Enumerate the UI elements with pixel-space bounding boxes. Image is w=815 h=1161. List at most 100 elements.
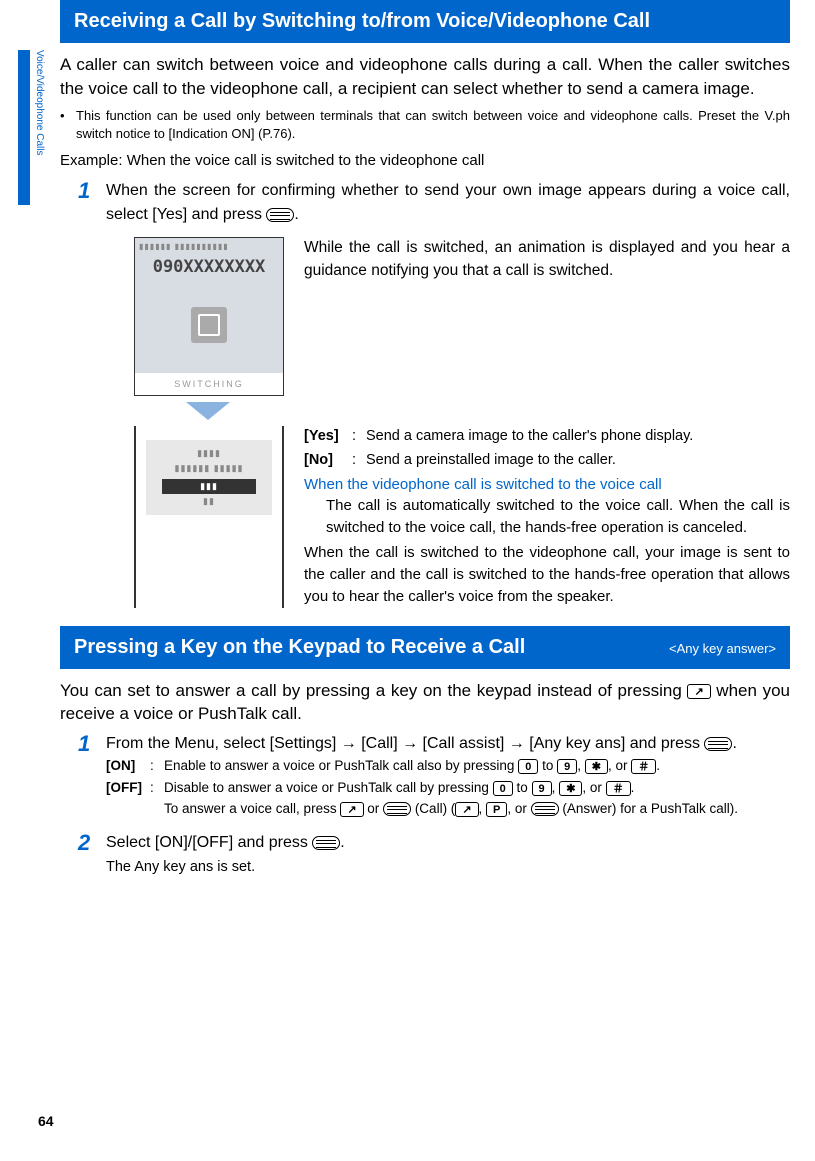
mock-dialog-screen: ▮▮▮▮ ▮▮▮▮▮▮ ▮▮▮▮▮ ▮▮▮ ▮▮ [134,426,284,607]
mock-inner: ▮▮▮▮▮▮ ▮▮▮▮▮▮▮▮▮▮ 090XXXXXXXX [135,238,283,373]
off-d9: , [479,801,487,816]
section2-intro: You can set to answer a call by pressing… [60,679,790,727]
section1-step1: 1 When the screen for confirming whether… [78,179,790,607]
key-9-icon-b: 9 [532,781,552,796]
def-on: [ON] : Enable to answer a voice or PushT… [106,756,790,776]
off-d7: or [364,801,384,816]
s2-step1-text: From the Menu, select [Settings] → [Call… [106,735,704,752]
colon-3: : [150,756,164,776]
menu-key-icon-4 [531,802,559,816]
key-star-icon: ✱ [585,759,608,774]
switching-icon [191,307,227,343]
section2-step2: 2 Select [ON]/[OFF] and press . The Any … [78,831,790,875]
mock-phone-number: 090XXXXXXXX [139,257,279,277]
side-tab: Voice/Videophone Calls [18,50,45,205]
s2-step1-body: From the Menu, select [Settings] → [Call… [106,732,790,821]
dialog-inner: ▮▮▮▮ ▮▮▮▮▮▮ ▮▮▮▮▮ ▮▮▮ ▮▮ [146,440,272,515]
on-d5: . [656,758,660,773]
off-d10: , or [507,801,530,816]
s2-step2-text: Select [ON]/[OFF] and press [106,834,312,851]
step-number-1: 1 [78,179,106,607]
step1-body: When the screen for confirming whether t… [106,179,790,607]
heading-text-1: Receiving a Call by Switching to/from Vo… [74,10,650,33]
menu-key-icon [266,208,294,222]
colon-2: : [352,450,366,472]
off-d2: to [513,780,532,795]
off-d1: Disable to answer a voice or PushTalk ca… [164,780,493,795]
mock-phone-screen: ▮▮▮▮▮▮ ▮▮▮▮▮▮▮▮▮▮ 090XXXXXXXX SWITCHING [134,237,284,396]
dialog-line-3: ▮▮▮ [162,479,256,494]
def-off-desc: Disable to answer a voice or PushTalk ca… [164,778,738,819]
def-yes-label: [Yes] [304,426,352,448]
def-no: [No] : Send a preinstalled image to the … [304,450,790,472]
call-key-icon-c: ↗ [455,802,478,817]
section1-bullet: • This function can be used only between… [60,107,790,145]
heading-tag: <Any key answer> [669,641,776,656]
down-arrow-icon [186,402,230,420]
s2-step2-instruction: Select [ON]/[OFF] and press . [106,831,790,855]
step1-text-before: When the screen for confirming whether t… [106,182,790,223]
dialog-caption-block: [Yes] : Send a camera image to the calle… [304,426,790,607]
dialog-line-4: ▮▮ [152,494,266,509]
key-0-icon-b: 0 [493,781,513,796]
call-key-icon-b: ↗ [340,802,363,817]
on-d3: , [577,758,585,773]
on-d4: , or [608,758,631,773]
menu-key-icon-5 [312,836,340,850]
mock-switching-label: SWITCHING [135,373,283,395]
example-line: Example: When the voice call is switched… [60,152,790,169]
s2-intro-1: You can set to answer a call by pressing… [60,681,687,700]
ptt-key-icon: P [486,802,507,817]
def-on-desc: Enable to answer a voice or PushTalk cal… [164,756,660,776]
bullet-dot: • [60,107,76,145]
off-d5: . [631,780,635,795]
sub-text: The call is automatically switched to th… [326,495,790,539]
def-yes: [Yes] : Send a camera image to the calle… [304,426,790,448]
step1-instruction: When the screen for confirming whether t… [106,179,790,227]
key-star-icon-b: ✱ [559,781,582,796]
step1-text-after: . [294,206,298,223]
def-off-label: [OFF] [106,778,150,819]
phone-illustration-1: ▮▮▮▮▮▮ ▮▮▮▮▮▮▮▮▮▮ 090XXXXXXXX SWITCHING … [134,237,790,396]
sub-heading-blue: When the videophone call is switched to … [304,476,790,493]
heading-text-2: Pressing a Key on the Keypad to Receive … [74,636,525,659]
s2-step2-result: The Any key ans is set. [106,859,790,875]
key-hash-icon: ＃ [631,759,656,774]
key-hash-icon-b: ＃ [606,781,631,796]
key-9-icon: 9 [557,759,577,774]
main-content: Receiving a Call by Switching to/from Vo… [60,0,790,875]
off-d11: (Answer) for a PushTalk call). [559,801,738,816]
bullet-text: This function can be used only between t… [76,107,790,145]
s2-step2-body: Select [ON]/[OFF] and press . The Any ke… [106,831,790,875]
phone-illustration-2: ▮▮▮▮ ▮▮▮▮▮▮ ▮▮▮▮▮ ▮▮▮ ▮▮ [Yes] : Send a … [134,426,790,607]
off-d4: , or [582,780,605,795]
illustration-caption-1: While the call is switched, an animation… [304,237,790,396]
section-heading-2: Pressing a Key on the Keypad to Receive … [60,626,790,669]
colon-1: : [352,426,366,448]
page-number: 64 [38,1113,54,1129]
mock-statusbar: ▮▮▮▮▮▮ ▮▮▮▮▮▮▮▮▮▮ [139,242,279,251]
off-d6: To answer a voice call, press [164,801,340,816]
dialog-line-1: ▮▮▮▮ [152,446,266,461]
menu-key-icon-3 [383,802,411,816]
s2-step-number-1: 1 [78,732,106,821]
s2-step1-instruction: From the Menu, select [Settings] → [Call… [106,732,790,756]
section-heading-1: Receiving a Call by Switching to/from Vo… [60,0,790,43]
call-key-icon: ↗ [687,684,710,699]
section1-intro: A caller can switch between voice and vi… [60,53,790,101]
dialog-line-2: ▮▮▮▮▮▮ ▮▮▮▮▮ [152,461,266,476]
off-d3: , [552,780,560,795]
on-d2: to [538,758,557,773]
tail-text: When the call is switched to the videoph… [304,542,790,607]
section2-step1: 1 From the Menu, select [Settings] → [Ca… [78,732,790,821]
colon-4: : [150,778,164,819]
def-on-label: [ON] [106,756,150,776]
s2-step-number-2: 2 [78,831,106,875]
def-off: [OFF] : Disable to answer a voice or Pus… [106,778,790,819]
def-no-label: [No] [304,450,352,472]
on-d1: Enable to answer a voice or PushTalk cal… [164,758,518,773]
menu-key-icon-2 [704,737,732,751]
key-0-icon: 0 [518,759,538,774]
def-no-desc: Send a preinstalled image to the caller. [366,450,616,472]
def-yes-desc: Send a camera image to the caller's phon… [366,426,693,448]
